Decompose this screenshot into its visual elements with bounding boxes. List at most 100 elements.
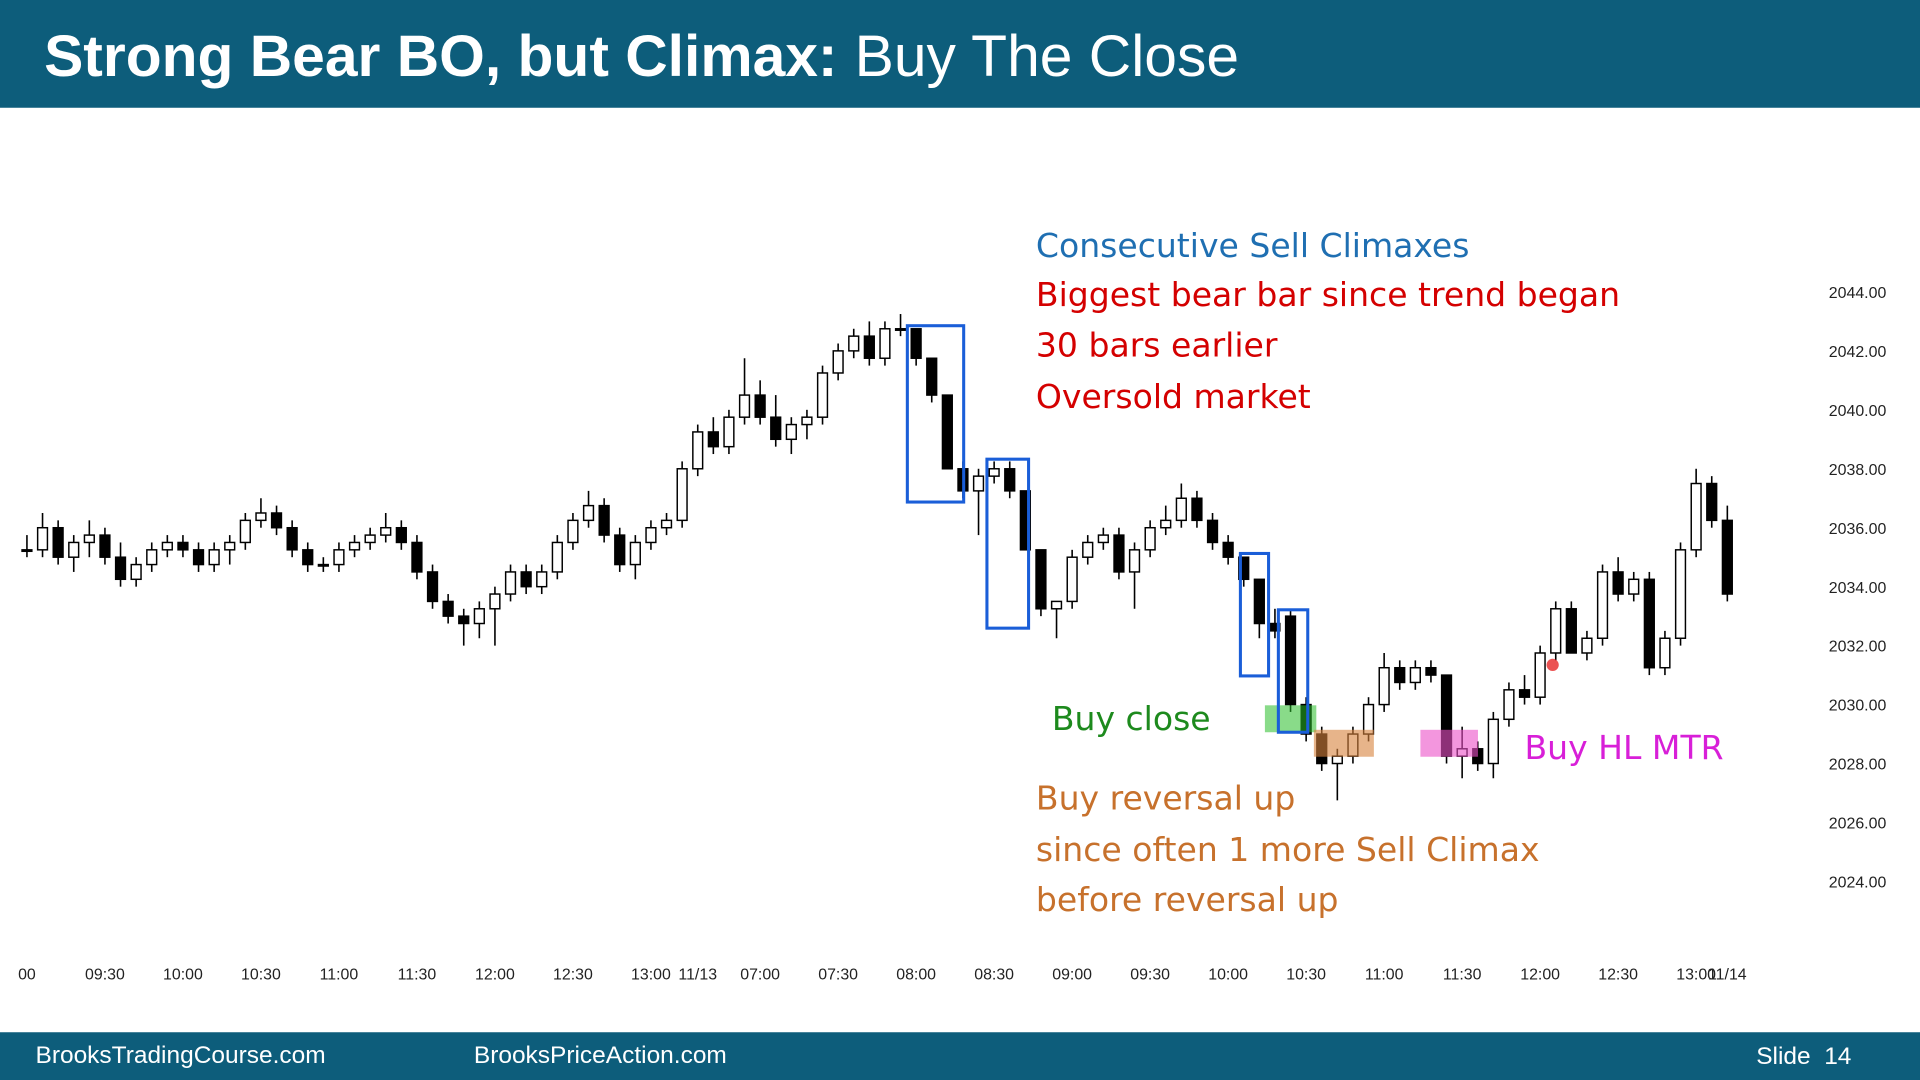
chart: 2024.00 2026.00 2028.00 2030.00 2032.00 2034.…	[18, 285, 1886, 984]
candle-body	[598, 504, 610, 536]
candle-body	[723, 416, 735, 448]
candle-body	[1331, 755, 1343, 765]
candle-body	[146, 549, 158, 566]
candle-body	[770, 416, 782, 441]
candle-body	[582, 504, 595, 522]
candle-body	[941, 394, 953, 470]
candle-body	[1565, 608, 1577, 654]
candle-body	[442, 600, 454, 617]
candle-body	[863, 335, 875, 359]
candle-body	[1066, 556, 1078, 603]
candle-body	[1191, 497, 1203, 522]
candle-body	[1175, 497, 1187, 522]
candle-body	[1596, 571, 1609, 639]
candle-body	[130, 563, 142, 581]
candle-body	[1144, 526, 1156, 551]
candle-body	[36, 526, 49, 551]
orange-highlight	[1313, 729, 1374, 757]
candle-body	[629, 541, 641, 566]
candle-body	[504, 571, 517, 595]
candle-body	[692, 431, 704, 470]
candle-body	[21, 549, 33, 553]
candle-body	[426, 571, 439, 603]
candle-body	[1612, 571, 1624, 595]
candle-body	[910, 328, 922, 359]
candle-body	[1222, 541, 1234, 558]
candle-body	[255, 512, 267, 522]
candle-body	[1581, 637, 1593, 654]
candle-body	[1050, 600, 1063, 610]
y-tick-label: 2024.00	[1829, 875, 1887, 892]
candle-body	[754, 394, 766, 418]
x-tick-label: 08:30	[974, 967, 1014, 984]
x-tick-label: 11:00	[1365, 967, 1404, 984]
annotation: Buy HL MTR	[1524, 728, 1723, 767]
x-tick-label: 11:00	[320, 967, 359, 984]
candle-body	[192, 549, 205, 566]
candle-body	[239, 519, 251, 544]
footer-bar	[0, 1032, 1920, 1080]
x-tick-label: 11:30	[1443, 967, 1482, 984]
candle-body	[1425, 666, 1437, 676]
annotation: Biggest bear bar since trend began	[1036, 275, 1620, 314]
y-tick-label: 2030.00	[1829, 698, 1887, 715]
candle-body	[302, 549, 314, 566]
highlights	[905, 324, 1559, 757]
candle-body	[1721, 519, 1733, 595]
candle-body	[816, 372, 829, 418]
candle-body	[1394, 666, 1406, 684]
candle-body	[411, 541, 423, 573]
candle-body	[1487, 718, 1499, 765]
x-tick-label: 12:00	[1520, 967, 1560, 984]
y-tick-label: 2044.00	[1829, 285, 1887, 302]
y-tick-label: 2034.00	[1829, 580, 1887, 597]
candle-body	[1082, 541, 1094, 558]
climax-box	[1276, 608, 1310, 734]
candle-body	[676, 468, 688, 522]
candle-body	[286, 526, 298, 551]
x-tick-label: 10:00	[1208, 967, 1248, 984]
annotation: before reversal up	[1036, 880, 1339, 919]
x-tick-label: 10:00	[163, 967, 203, 984]
x-tick-label: 13:00	[631, 967, 671, 984]
candle-body	[489, 593, 501, 610]
pink-highlight	[1420, 729, 1478, 757]
candle-body	[458, 615, 470, 625]
slide-number: Slide 14	[1756, 1043, 1851, 1070]
annotation: Consecutive Sell Climaxes	[1036, 226, 1470, 265]
candle-body	[224, 541, 236, 551]
climax-box	[985, 457, 1031, 630]
candle-body	[1019, 490, 1031, 551]
title: Strong Bear BO, but Climax: Buy The Close	[44, 24, 1239, 89]
cursor-dot	[1546, 658, 1559, 672]
candle-body	[926, 357, 938, 396]
footer-left: BrooksTradingCourse.com	[36, 1042, 326, 1069]
candle-body	[270, 512, 283, 529]
candle-body	[894, 328, 907, 331]
candle-body	[1690, 482, 1702, 551]
candle-body	[785, 423, 797, 441]
candle-body	[364, 534, 376, 544]
candle-body	[738, 394, 751, 418]
y-tick-label: 2026.00	[1829, 816, 1887, 833]
x-tick-label: 07:30	[818, 967, 858, 984]
annotation: Oversold market	[1036, 377, 1311, 416]
candle-body	[1534, 652, 1546, 698]
candle-body	[972, 475, 985, 492]
candle-body	[660, 519, 673, 529]
candle-body	[1550, 608, 1562, 654]
x-tick-label: 09:30	[85, 967, 125, 984]
y-tick-label: 2038.00	[1829, 462, 1887, 479]
candle-body	[333, 549, 345, 566]
x-tick-label: 12:30	[1598, 967, 1638, 984]
candle-body	[161, 541, 173, 551]
climax-box	[905, 324, 966, 504]
candle-body	[536, 571, 548, 588]
y-tick-label: 2032.00	[1829, 639, 1887, 656]
candle-body	[1628, 578, 1640, 595]
x-tick-label: 13:00	[1676, 967, 1716, 984]
candle-body	[68, 541, 80, 558]
candle-body	[83, 534, 95, 544]
